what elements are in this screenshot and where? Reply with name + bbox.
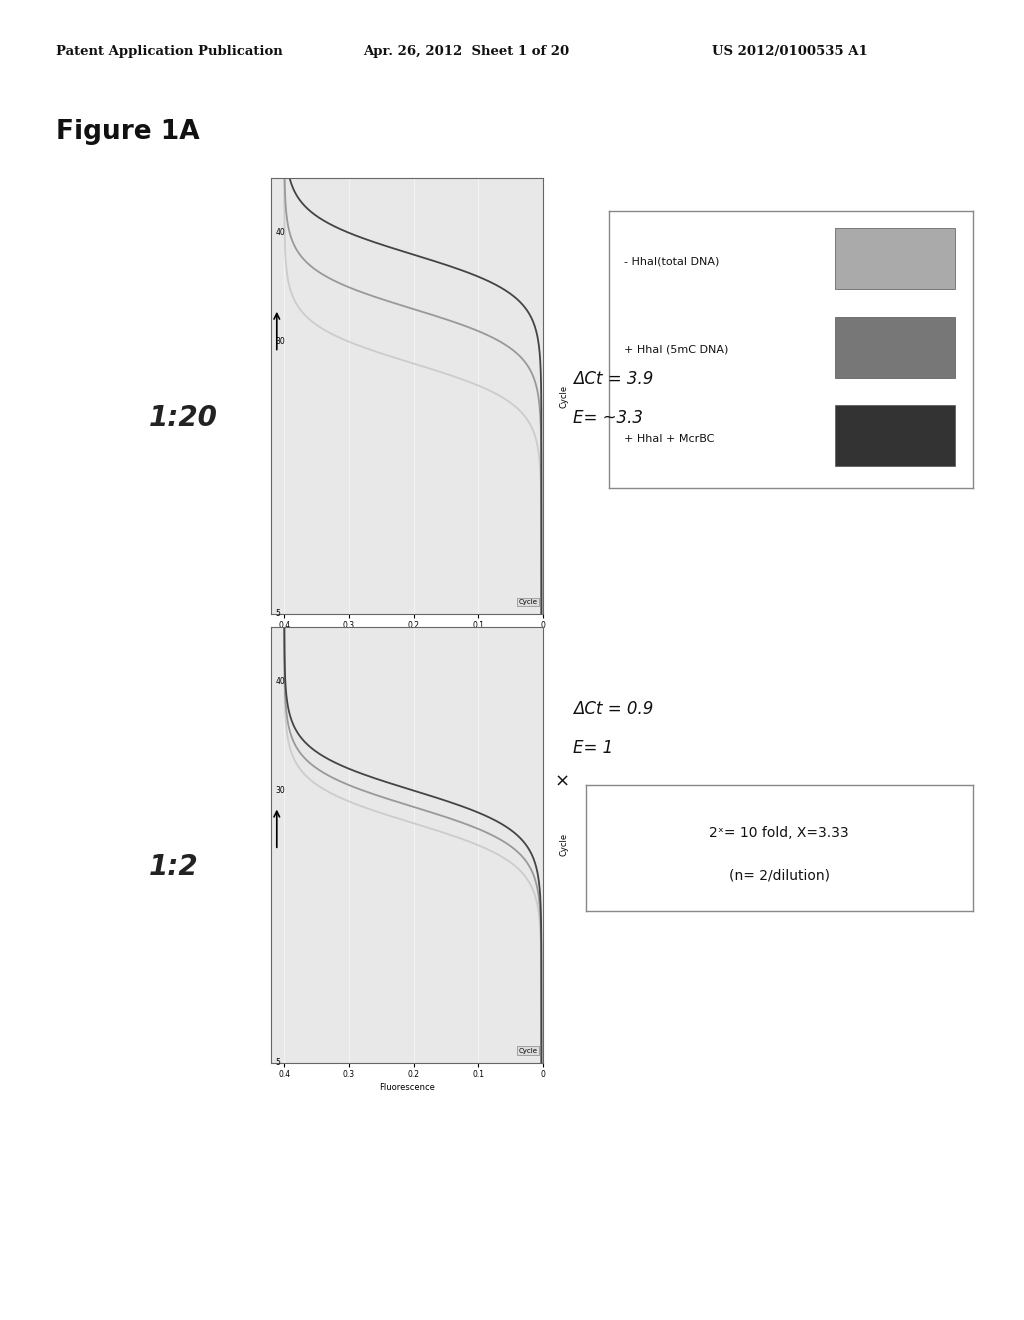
Bar bbox=[835, 228, 954, 289]
Text: + HhaI (5mC DNA): + HhaI (5mC DNA) bbox=[624, 345, 728, 355]
X-axis label: Fluorescence: Fluorescence bbox=[379, 1082, 435, 1092]
Text: Cycle: Cycle bbox=[560, 833, 569, 857]
Text: 5: 5 bbox=[275, 1059, 281, 1067]
Text: (n= 2/dilution): (n= 2/dilution) bbox=[729, 869, 829, 883]
Text: + HhaI + McrBC: + HhaI + McrBC bbox=[624, 433, 714, 444]
Text: ΔCt = 3.9: ΔCt = 3.9 bbox=[573, 370, 653, 388]
Text: 40: 40 bbox=[275, 228, 286, 238]
Text: E= 1: E= 1 bbox=[573, 739, 613, 758]
Text: ×: × bbox=[555, 772, 570, 791]
Text: 1:20: 1:20 bbox=[148, 404, 217, 432]
Text: 40: 40 bbox=[275, 677, 286, 686]
Text: 30: 30 bbox=[275, 337, 286, 346]
Text: 5: 5 bbox=[275, 610, 281, 618]
X-axis label: Fluorescence: Fluorescence bbox=[379, 634, 435, 643]
Bar bbox=[835, 317, 954, 378]
Text: E= ~3.3: E= ~3.3 bbox=[573, 409, 643, 428]
Text: Patent Application Publication: Patent Application Publication bbox=[56, 45, 283, 58]
Text: Apr. 26, 2012  Sheet 1 of 20: Apr. 26, 2012 Sheet 1 of 20 bbox=[364, 45, 569, 58]
Text: Figure 1A: Figure 1A bbox=[56, 119, 200, 145]
Text: US 2012/0100535 A1: US 2012/0100535 A1 bbox=[712, 45, 867, 58]
Text: ΔCt = 0.9: ΔCt = 0.9 bbox=[573, 700, 653, 718]
Text: 2ˣ= 10 fold, X=3.33: 2ˣ= 10 fold, X=3.33 bbox=[710, 826, 849, 840]
Text: Cycle: Cycle bbox=[560, 384, 569, 408]
Bar bbox=[835, 405, 954, 466]
Text: 30: 30 bbox=[275, 785, 286, 795]
Text: Cycle: Cycle bbox=[518, 599, 538, 605]
Text: - HhaI(total DNA): - HhaI(total DNA) bbox=[624, 256, 719, 267]
Text: Cycle: Cycle bbox=[518, 1048, 538, 1053]
Text: 1:2: 1:2 bbox=[148, 853, 198, 880]
